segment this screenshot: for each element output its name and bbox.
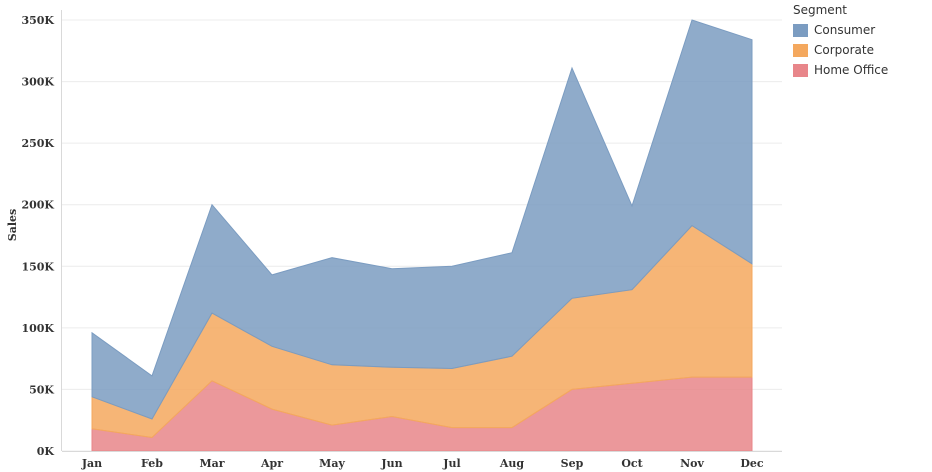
legend-swatch-corporate [793, 43, 808, 57]
x-tick-label: Jan [81, 457, 102, 470]
x-tick-label: Jul [442, 457, 460, 470]
legend-swatch-consumer [793, 23, 808, 37]
legend: Segment Consumer Corporate Home Office [793, 3, 888, 80]
x-tick-label: Aug [499, 457, 525, 470]
x-tick-label: Nov [680, 457, 704, 470]
y-axis-title: Sales [6, 209, 19, 241]
y-tick-label: 200K [21, 199, 54, 212]
legend-swatch-home-office [793, 63, 808, 77]
x-tick-label: Mar [199, 457, 224, 470]
legend-label-consumer: Consumer [814, 23, 876, 37]
legend-title: Segment [793, 3, 847, 17]
y-tick-label: 0K [37, 445, 55, 458]
x-tick-label: Apr [260, 457, 283, 470]
y-tick-label: 150K [21, 260, 54, 273]
area-consumer[interactable] [91, 19, 753, 420]
x-tick-label: May [319, 457, 345, 470]
y-tick-label: 350K [21, 14, 54, 27]
y-tick-label: 100K [21, 322, 54, 335]
legend-item-corporate[interactable]: Corporate [793, 40, 888, 60]
y-tick-label: 300K [21, 76, 54, 89]
y-tick-label: 50K [29, 383, 54, 396]
x-tick-label: Feb [141, 457, 163, 470]
axes: 0K 50K 100K 150K 200K 250K 300K 350K Jan Feb Mar Ap… [21, 10, 782, 470]
x-tick-label: Oct [621, 457, 643, 470]
legend-item-consumer[interactable]: Consumer [793, 20, 888, 40]
legend-item-home-office[interactable]: Home Office [793, 60, 888, 80]
legend-label-corporate: Corporate [814, 43, 874, 57]
stacked-areas [91, 19, 753, 452]
legend-label-home-office: Home Office [814, 63, 889, 77]
y-tick-label: 250K [21, 137, 54, 150]
x-tick-label: Jun [380, 457, 402, 470]
x-tick-label: Sep [561, 457, 584, 470]
x-tick-label: Dec [740, 457, 764, 470]
